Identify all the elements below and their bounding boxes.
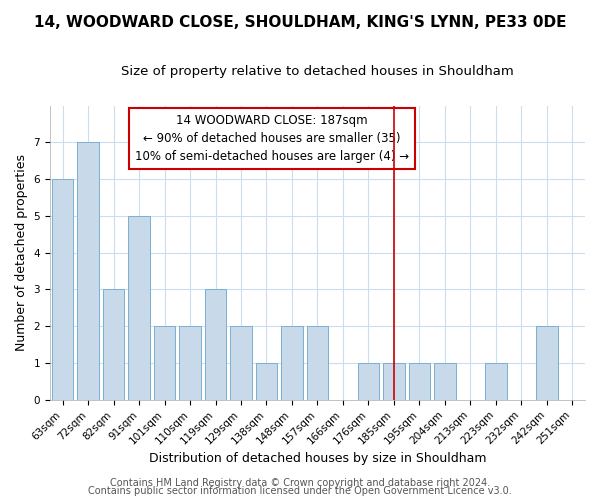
Bar bbox=[103, 290, 124, 400]
Text: 14 WOODWARD CLOSE: 187sqm
← 90% of detached houses are smaller (35)
10% of semi-: 14 WOODWARD CLOSE: 187sqm ← 90% of detac… bbox=[135, 114, 409, 164]
Bar bbox=[205, 290, 226, 400]
Bar bbox=[281, 326, 303, 400]
Y-axis label: Number of detached properties: Number of detached properties bbox=[15, 154, 28, 351]
Bar bbox=[179, 326, 201, 400]
Bar bbox=[409, 363, 430, 400]
Title: Size of property relative to detached houses in Shouldham: Size of property relative to detached ho… bbox=[121, 65, 514, 78]
Text: 14, WOODWARD CLOSE, SHOULDHAM, KING'S LYNN, PE33 0DE: 14, WOODWARD CLOSE, SHOULDHAM, KING'S LY… bbox=[34, 15, 566, 30]
Bar bbox=[77, 142, 99, 400]
Bar bbox=[52, 179, 73, 400]
Bar bbox=[230, 326, 252, 400]
Bar bbox=[154, 326, 175, 400]
Bar bbox=[485, 363, 506, 400]
Bar bbox=[307, 326, 328, 400]
Bar bbox=[358, 363, 379, 400]
Text: Contains public sector information licensed under the Open Government Licence v3: Contains public sector information licen… bbox=[88, 486, 512, 496]
Bar bbox=[128, 216, 150, 400]
Bar bbox=[256, 363, 277, 400]
Bar bbox=[383, 363, 405, 400]
X-axis label: Distribution of detached houses by size in Shouldham: Distribution of detached houses by size … bbox=[149, 452, 486, 465]
Text: Contains HM Land Registry data © Crown copyright and database right 2024.: Contains HM Land Registry data © Crown c… bbox=[110, 478, 490, 488]
Bar bbox=[536, 326, 557, 400]
Bar bbox=[434, 363, 455, 400]
